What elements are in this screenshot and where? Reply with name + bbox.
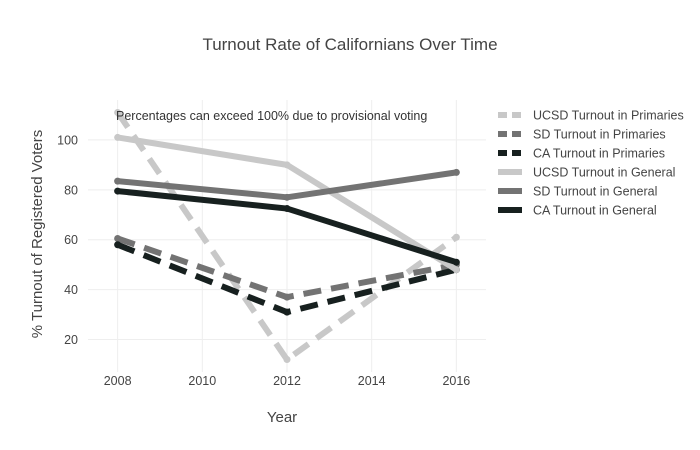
data-point <box>283 205 291 213</box>
x-tick-label: 2012 <box>273 374 301 388</box>
y-tick-label: 80 <box>64 183 78 197</box>
legend-item[interactable]: SD Turnout in Primaries <box>498 128 666 142</box>
x-axis-title: Year <box>267 409 297 426</box>
data-point <box>452 168 460 176</box>
data-point <box>452 266 460 274</box>
data-point <box>452 258 460 266</box>
data-point <box>283 308 291 316</box>
x-tick-label: 2008 <box>104 374 132 388</box>
y-tick-label: 20 <box>64 333 78 347</box>
data-point <box>283 161 291 169</box>
legend-label: SD Turnout in Primaries <box>533 128 666 142</box>
y-tick-label: 60 <box>64 233 78 247</box>
data-point <box>114 133 122 141</box>
legend-label: CA Turnout in General <box>533 204 657 218</box>
data-point <box>114 177 122 185</box>
data-point <box>114 234 122 242</box>
tick-layer: 2008 2010 2012 2014 2016 20 40 60 80 100 <box>57 133 470 388</box>
x-tick-label: 2010 <box>188 374 216 388</box>
data-point <box>283 193 291 201</box>
legend-item[interactable]: CA Turnout in General <box>498 204 657 218</box>
data-point <box>114 187 122 195</box>
x-tick-label: 2016 <box>442 374 470 388</box>
data-point <box>114 241 122 249</box>
y-tick-label: 100 <box>57 133 78 147</box>
x-tick-label: 2014 <box>358 374 386 388</box>
data-point <box>452 233 460 241</box>
legend-label: CA Turnout in Primaries <box>533 147 665 161</box>
legend-label: UCSD Turnout in General <box>533 166 675 180</box>
legend-item[interactable]: SD Turnout in General <box>498 185 657 199</box>
chart-title: Turnout Rate of Californians Over Time <box>202 35 497 54</box>
legend-item[interactable]: UCSD Turnout in Primaries <box>498 109 684 123</box>
series-layer <box>114 108 460 364</box>
legend-item[interactable]: UCSD Turnout in General <box>498 166 675 180</box>
data-point <box>114 108 122 116</box>
legend-label: UCSD Turnout in Primaries <box>533 109 684 123</box>
data-point <box>283 356 291 364</box>
chart-annotation: Percentages can exceed 100% due to provi… <box>116 109 427 123</box>
legend-item[interactable]: CA Turnout in Primaries <box>498 147 665 161</box>
y-tick-label: 40 <box>64 283 78 297</box>
legend: UCSD Turnout in Primaries SD Turnout in P… <box>498 109 684 218</box>
legend-label: SD Turnout in General <box>533 185 657 199</box>
data-point <box>283 293 291 301</box>
y-axis-title: % Turnout of Registered Voters <box>29 130 46 338</box>
